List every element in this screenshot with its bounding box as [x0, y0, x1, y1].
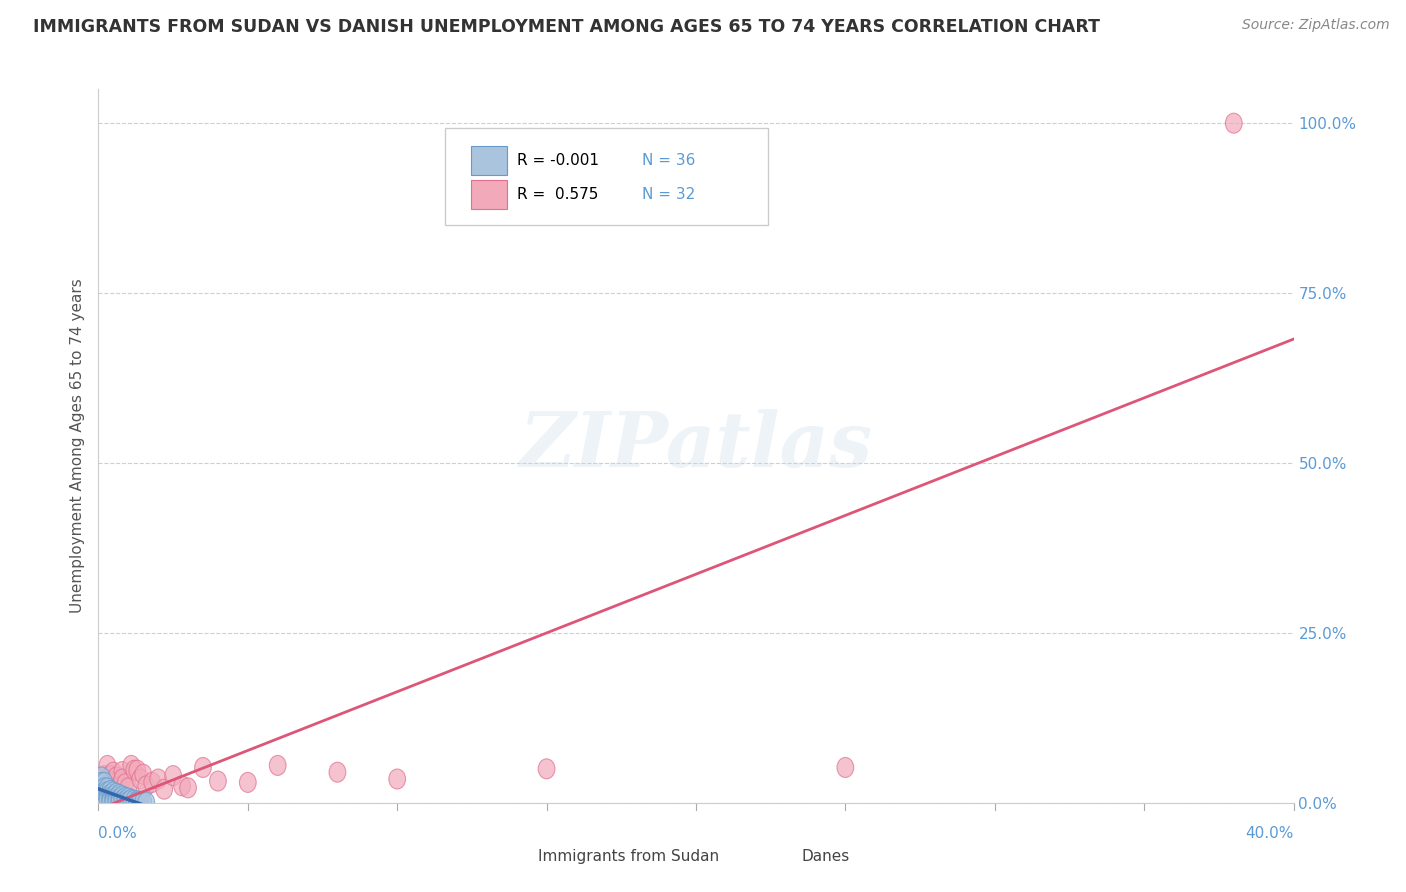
- Ellipse shape: [120, 791, 136, 812]
- Ellipse shape: [329, 763, 346, 782]
- Text: IMMIGRANTS FROM SUDAN VS DANISH UNEMPLOYMENT AMONG AGES 65 TO 74 YEARS CORRELATI: IMMIGRANTS FROM SUDAN VS DANISH UNEMPLOY…: [32, 18, 1099, 36]
- Ellipse shape: [165, 765, 181, 786]
- Ellipse shape: [129, 792, 146, 812]
- Ellipse shape: [108, 791, 125, 812]
- Ellipse shape: [138, 776, 155, 796]
- Ellipse shape: [122, 789, 139, 809]
- Ellipse shape: [114, 786, 131, 806]
- Ellipse shape: [111, 776, 128, 796]
- FancyBboxPatch shape: [768, 849, 794, 865]
- Ellipse shape: [135, 791, 152, 812]
- Ellipse shape: [105, 772, 122, 792]
- Ellipse shape: [93, 772, 110, 792]
- Ellipse shape: [150, 769, 166, 789]
- Ellipse shape: [96, 778, 112, 797]
- Text: Source: ZipAtlas.com: Source: ZipAtlas.com: [1241, 18, 1389, 32]
- Ellipse shape: [174, 776, 190, 796]
- Ellipse shape: [103, 765, 118, 786]
- Text: R = -0.001: R = -0.001: [517, 153, 599, 168]
- Ellipse shape: [114, 769, 131, 789]
- Ellipse shape: [98, 786, 115, 806]
- Ellipse shape: [132, 791, 149, 812]
- Ellipse shape: [127, 790, 142, 810]
- Ellipse shape: [117, 773, 134, 794]
- Text: ZIPatlas: ZIPatlas: [519, 409, 873, 483]
- Ellipse shape: [120, 788, 136, 808]
- Text: Danes: Danes: [801, 849, 849, 863]
- Text: N = 32: N = 32: [643, 187, 696, 202]
- Ellipse shape: [239, 772, 256, 792]
- Ellipse shape: [108, 767, 125, 787]
- FancyBboxPatch shape: [505, 849, 531, 865]
- FancyBboxPatch shape: [471, 180, 508, 209]
- Ellipse shape: [103, 780, 118, 800]
- Ellipse shape: [103, 791, 118, 811]
- Ellipse shape: [111, 792, 128, 812]
- Ellipse shape: [120, 778, 136, 797]
- Ellipse shape: [98, 789, 115, 809]
- Ellipse shape: [98, 782, 115, 802]
- Ellipse shape: [93, 767, 110, 787]
- Ellipse shape: [129, 760, 146, 780]
- Text: N = 36: N = 36: [643, 153, 696, 168]
- FancyBboxPatch shape: [471, 145, 508, 175]
- Ellipse shape: [111, 789, 128, 809]
- Ellipse shape: [194, 757, 211, 778]
- Ellipse shape: [117, 791, 134, 811]
- Ellipse shape: [98, 756, 115, 775]
- Ellipse shape: [117, 788, 134, 807]
- Ellipse shape: [156, 780, 173, 799]
- Ellipse shape: [105, 791, 122, 812]
- Ellipse shape: [96, 782, 112, 802]
- Ellipse shape: [138, 792, 155, 812]
- Ellipse shape: [103, 789, 118, 809]
- Ellipse shape: [127, 760, 142, 780]
- Ellipse shape: [129, 791, 146, 811]
- Ellipse shape: [103, 785, 118, 805]
- Y-axis label: Unemployment Among Ages 65 to 74 years: Unemployment Among Ages 65 to 74 years: [69, 278, 84, 614]
- Text: R =  0.575: R = 0.575: [517, 187, 598, 202]
- Text: 0.0%: 0.0%: [98, 827, 138, 841]
- Ellipse shape: [111, 785, 128, 805]
- Ellipse shape: [132, 769, 149, 789]
- Text: Immigrants from Sudan: Immigrants from Sudan: [538, 849, 720, 863]
- Ellipse shape: [98, 778, 115, 797]
- Ellipse shape: [122, 756, 139, 775]
- Ellipse shape: [389, 769, 405, 789]
- Ellipse shape: [105, 782, 122, 802]
- Ellipse shape: [1226, 113, 1241, 133]
- FancyBboxPatch shape: [446, 128, 768, 225]
- Ellipse shape: [105, 789, 122, 809]
- Ellipse shape: [105, 786, 122, 806]
- Ellipse shape: [96, 772, 112, 792]
- Ellipse shape: [135, 764, 152, 784]
- Ellipse shape: [538, 759, 555, 779]
- Ellipse shape: [837, 757, 853, 778]
- Text: 40.0%: 40.0%: [1246, 827, 1294, 841]
- Ellipse shape: [114, 790, 131, 810]
- Ellipse shape: [105, 763, 122, 782]
- Ellipse shape: [180, 778, 197, 797]
- Ellipse shape: [108, 788, 125, 807]
- Ellipse shape: [270, 756, 285, 775]
- Ellipse shape: [143, 772, 160, 792]
- Ellipse shape: [96, 765, 112, 786]
- Ellipse shape: [209, 771, 226, 791]
- Ellipse shape: [114, 762, 131, 781]
- Ellipse shape: [108, 783, 125, 804]
